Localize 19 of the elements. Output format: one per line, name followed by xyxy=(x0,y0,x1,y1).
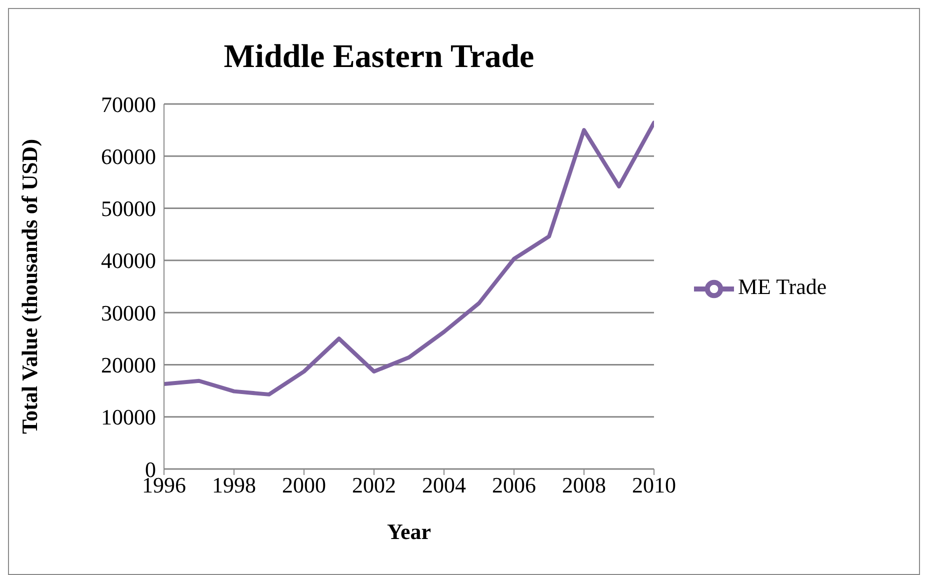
x-tick-label: 1998 xyxy=(212,472,256,498)
y-tick-label: 20000 xyxy=(101,352,156,378)
x-tick-label: 2004 xyxy=(422,472,466,498)
line-series xyxy=(164,120,654,396)
x-tick-label: 2000 xyxy=(282,472,326,498)
y-tick-label: 10000 xyxy=(101,404,156,430)
y-tick-label: 30000 xyxy=(101,300,156,326)
legend-label: ME Trade xyxy=(738,274,827,300)
y-tick-label: 40000 xyxy=(101,248,156,274)
y-tick-label: 50000 xyxy=(101,196,156,222)
x-axis-title: Year xyxy=(387,519,432,544)
x-tick-label: 2010 xyxy=(632,472,676,498)
y-tick-label: 70000 xyxy=(101,92,156,117)
y-axis-title: Total Value (thousands of USD) xyxy=(16,138,42,434)
y-tick-label: 60000 xyxy=(101,144,156,169)
x-tick-label: 2002 xyxy=(352,472,396,498)
x-tick-label: 2008 xyxy=(562,472,606,498)
x-tick-label: 2006 xyxy=(492,472,536,498)
chart-title: Middle Eastern Trade xyxy=(222,39,536,76)
